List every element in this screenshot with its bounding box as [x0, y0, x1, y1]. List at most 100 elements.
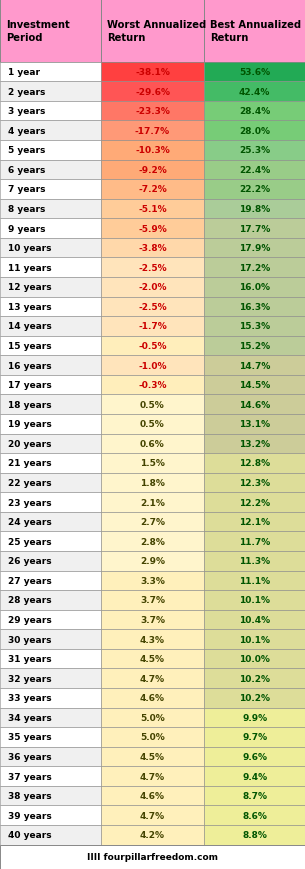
Text: 25.3%: 25.3%: [239, 146, 270, 155]
Text: 10.2%: 10.2%: [239, 674, 270, 683]
Text: 4.5%: 4.5%: [140, 654, 165, 663]
Bar: [204, 727, 305, 746]
Bar: [204, 688, 305, 707]
Text: 10.1%: 10.1%: [239, 635, 270, 644]
Bar: [101, 356, 204, 375]
Text: 14.6%: 14.6%: [239, 401, 270, 409]
Text: 28.0%: 28.0%: [239, 127, 270, 136]
Text: 13 years: 13 years: [8, 302, 51, 311]
Bar: [101, 766, 204, 786]
Bar: [101, 493, 204, 512]
Bar: [101, 727, 204, 746]
Bar: [204, 336, 305, 356]
Bar: [101, 669, 204, 688]
Text: 4.6%: 4.6%: [140, 792, 165, 800]
Text: 1.5%: 1.5%: [140, 459, 165, 468]
Text: 8.6%: 8.6%: [242, 811, 267, 819]
Bar: [0, 786, 101, 806]
Bar: [0, 160, 101, 180]
Text: 9 years: 9 years: [8, 224, 45, 233]
Text: 18 years: 18 years: [8, 401, 51, 409]
Text: 26 years: 26 years: [8, 557, 51, 566]
Bar: [101, 649, 204, 669]
Text: 15.2%: 15.2%: [239, 342, 270, 350]
Text: 11.7%: 11.7%: [239, 537, 270, 546]
Bar: [101, 238, 204, 258]
Text: 3.3%: 3.3%: [140, 576, 165, 585]
Bar: [204, 415, 305, 434]
Bar: [0, 180, 101, 199]
Bar: [101, 746, 204, 766]
Bar: [0, 845, 305, 869]
Bar: [204, 83, 305, 102]
Bar: [0, 727, 101, 746]
Bar: [101, 375, 204, 395]
Text: 4.5%: 4.5%: [140, 753, 165, 761]
Text: -0.3%: -0.3%: [138, 381, 167, 389]
Text: 16 years: 16 years: [8, 362, 51, 370]
Text: 6 years: 6 years: [8, 166, 45, 175]
Bar: [204, 180, 305, 199]
Text: 11.1%: 11.1%: [239, 576, 270, 585]
Bar: [0, 532, 101, 551]
Text: 27 years: 27 years: [8, 576, 51, 585]
Text: 22.4%: 22.4%: [239, 166, 270, 175]
Text: 3.7%: 3.7%: [140, 615, 165, 624]
Text: 31 years: 31 years: [8, 654, 51, 663]
Text: 23 years: 23 years: [8, 498, 51, 507]
Text: 3.7%: 3.7%: [140, 596, 165, 605]
Text: 8.8%: 8.8%: [242, 831, 267, 839]
Bar: [204, 219, 305, 238]
Bar: [204, 141, 305, 160]
Text: 12.1%: 12.1%: [239, 518, 270, 527]
Text: 42.4%: 42.4%: [239, 88, 270, 96]
Text: 10.2%: 10.2%: [239, 693, 270, 702]
Text: 15.3%: 15.3%: [239, 322, 270, 331]
Text: Best Annualized
Return: Best Annualized Return: [210, 20, 302, 43]
Bar: [204, 454, 305, 473]
Bar: [0, 649, 101, 669]
Bar: [101, 610, 204, 629]
Bar: [101, 200, 204, 219]
Text: 17.7%: 17.7%: [239, 224, 270, 233]
Bar: [101, 473, 204, 493]
Text: 19.8%: 19.8%: [239, 205, 270, 214]
Bar: [0, 454, 101, 473]
Bar: [204, 629, 305, 649]
Bar: [0, 825, 101, 845]
Bar: [101, 532, 204, 551]
Bar: [0, 591, 101, 610]
Bar: [101, 317, 204, 336]
Text: 38 years: 38 years: [8, 792, 51, 800]
Bar: [204, 160, 305, 180]
Bar: [204, 610, 305, 629]
Bar: [0, 766, 101, 786]
Bar: [101, 336, 204, 356]
Text: 14.5%: 14.5%: [239, 381, 270, 389]
Text: 24 years: 24 years: [8, 518, 51, 527]
Bar: [204, 786, 305, 806]
Text: 0.5%: 0.5%: [140, 401, 165, 409]
Bar: [101, 806, 204, 825]
Bar: [204, 806, 305, 825]
Bar: [0, 63, 101, 82]
Text: 17.2%: 17.2%: [239, 263, 270, 272]
Bar: [0, 707, 101, 727]
Text: -23.3%: -23.3%: [135, 107, 170, 116]
Text: 10.0%: 10.0%: [239, 654, 270, 663]
Bar: [0, 278, 101, 297]
Bar: [204, 356, 305, 375]
Text: 11.3%: 11.3%: [239, 557, 270, 566]
Bar: [204, 200, 305, 219]
Text: 4.7%: 4.7%: [140, 674, 165, 683]
Bar: [204, 63, 305, 82]
Bar: [204, 493, 305, 512]
Text: -29.6%: -29.6%: [135, 88, 170, 96]
Bar: [0, 258, 101, 277]
Bar: [0, 121, 101, 141]
Text: 1.8%: 1.8%: [140, 479, 165, 488]
Bar: [101, 513, 204, 532]
Bar: [204, 102, 305, 121]
Text: -7.2%: -7.2%: [138, 185, 167, 194]
Text: 21 years: 21 years: [8, 459, 51, 468]
